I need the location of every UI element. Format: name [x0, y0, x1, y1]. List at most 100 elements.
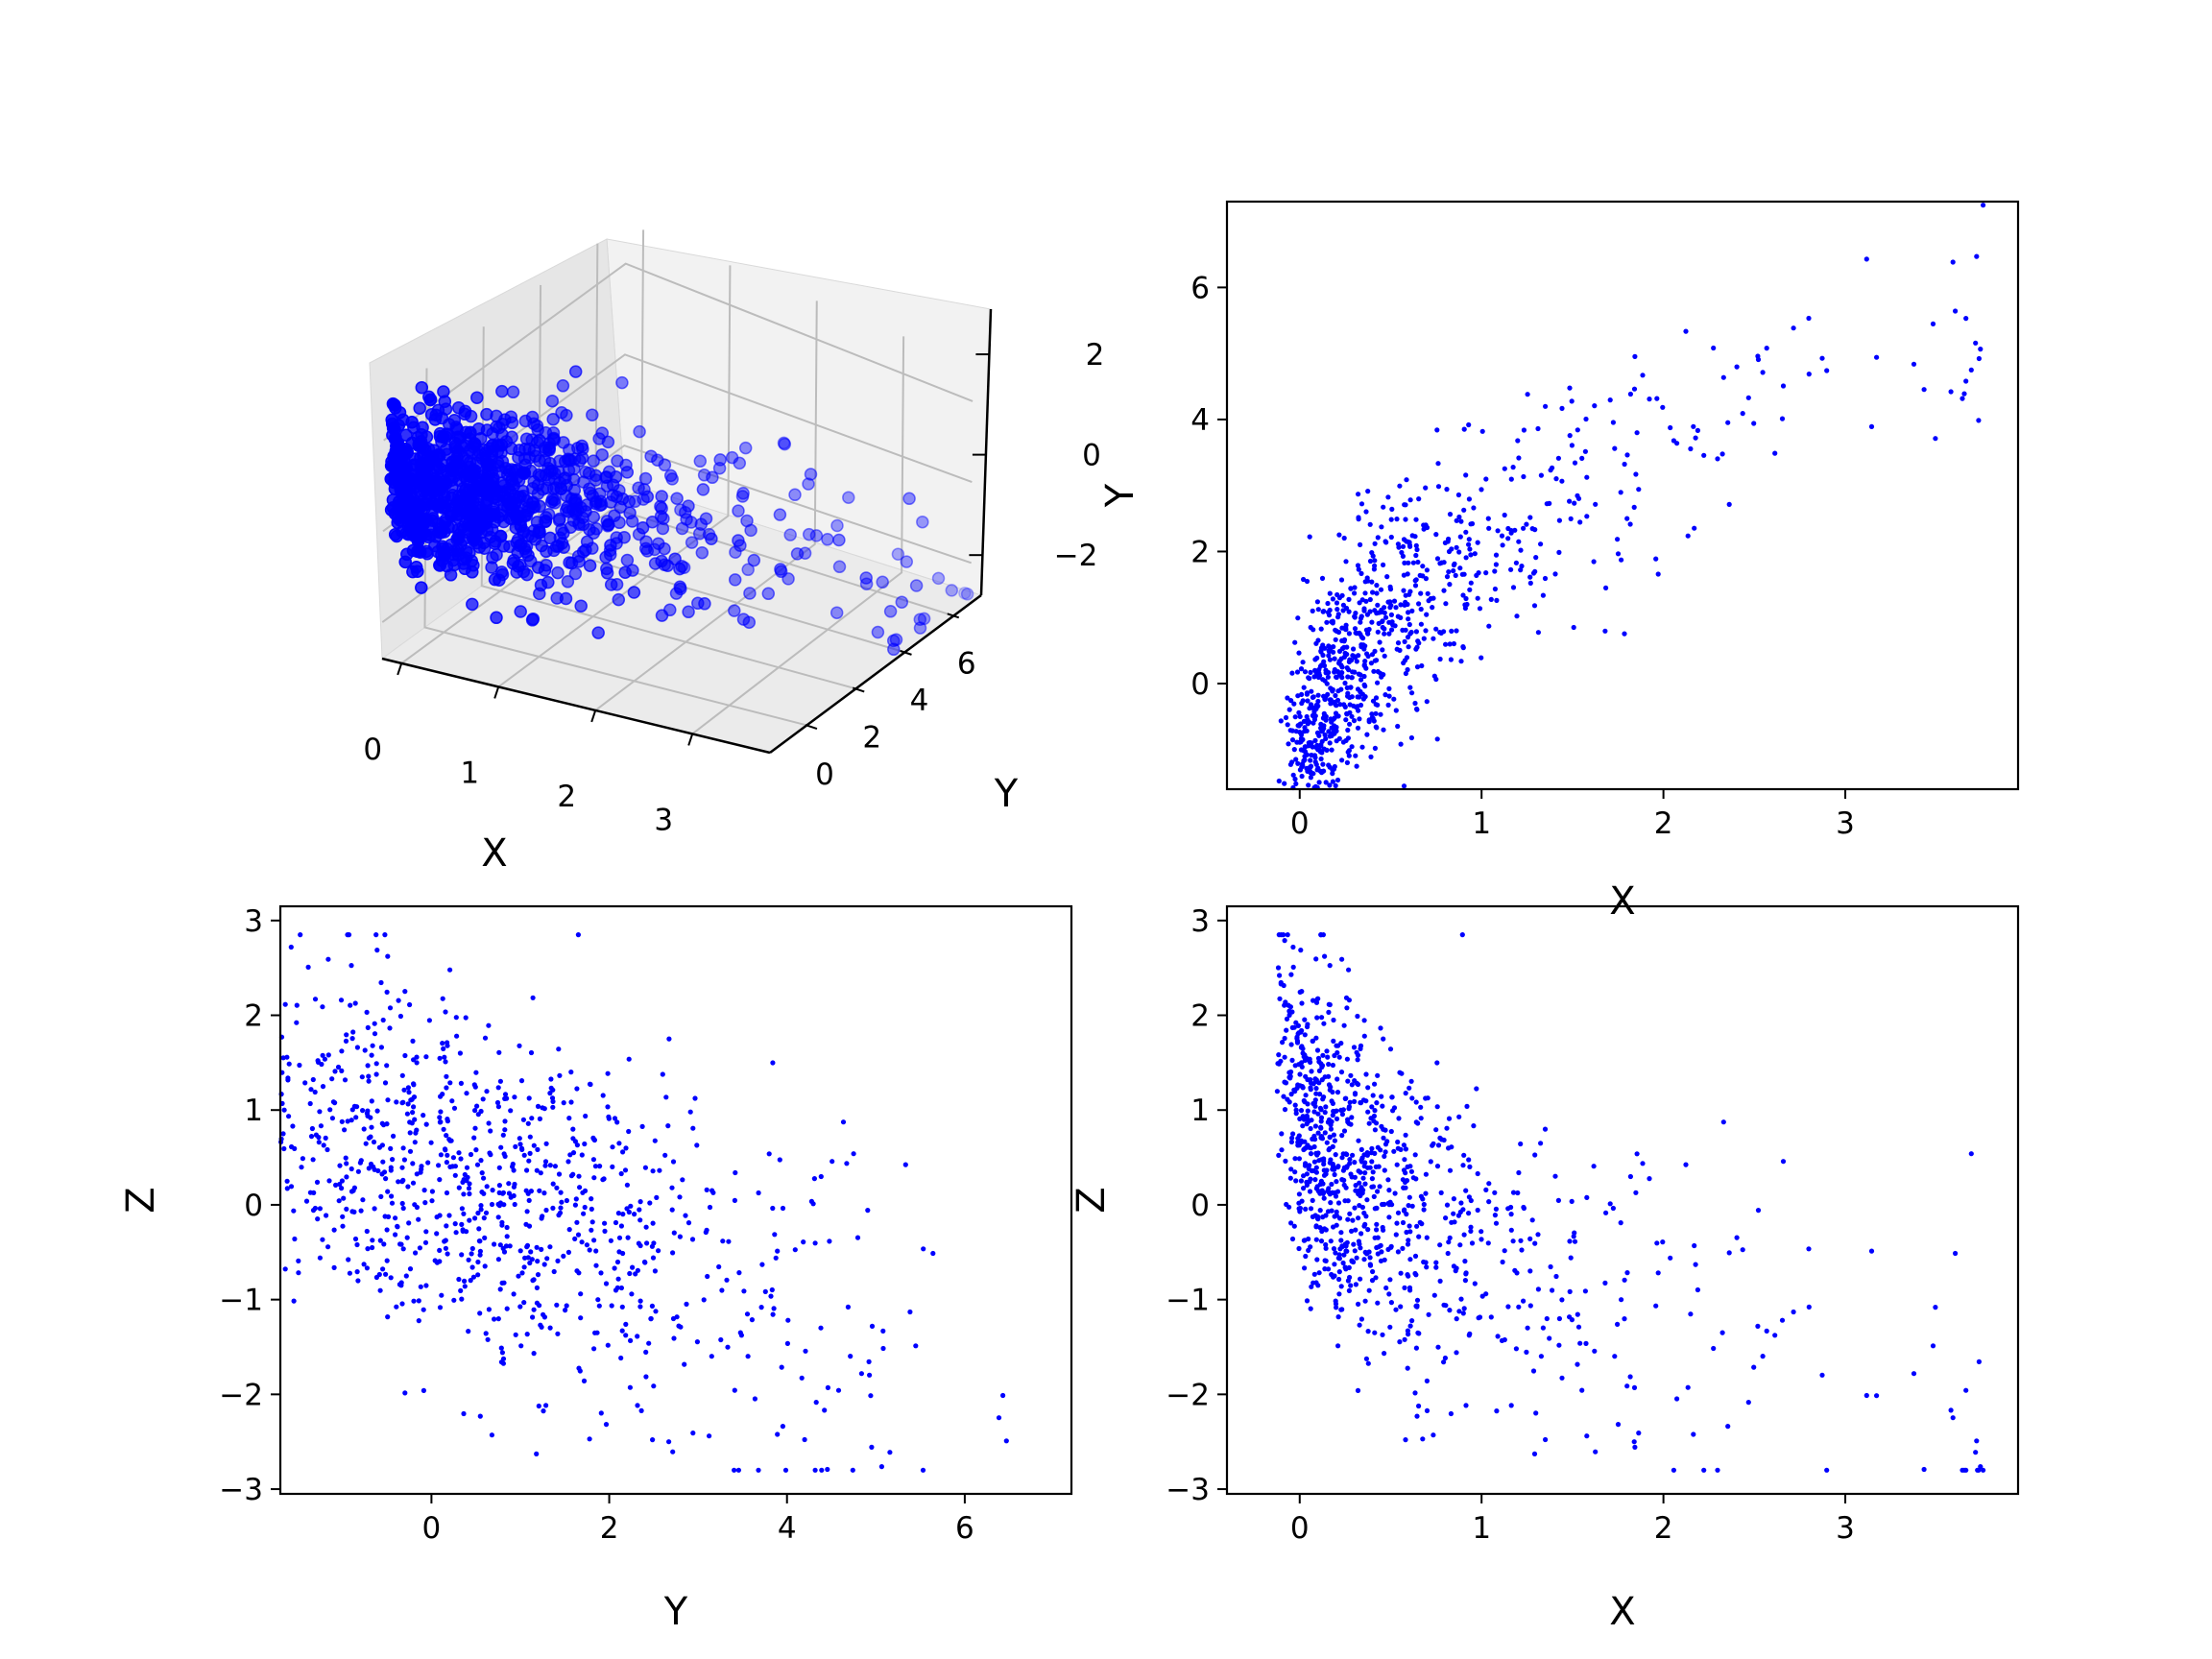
scatter-point: [780, 1205, 786, 1212]
scatter-point-3d: [589, 496, 603, 511]
scatter-point: [1362, 1170, 1368, 1176]
scatter-point: [1438, 630, 1444, 637]
scatter-point: [380, 1266, 386, 1272]
scatter-point: [557, 1210, 564, 1215]
scatter-point: [669, 1185, 675, 1190]
scatter-point: [472, 1215, 478, 1221]
scatter-point: [598, 1410, 604, 1416]
scatter-point: [1394, 517, 1400, 522]
x-tick-label: 1: [1472, 806, 1491, 841]
scatter-point: [1401, 1142, 1407, 1148]
scatter-point: [1685, 1384, 1691, 1390]
scatter-point: [365, 1108, 371, 1114]
scatter-point: [1441, 1302, 1447, 1308]
scatter-point: [1368, 754, 1374, 760]
scatter-point: [1508, 476, 1514, 482]
y-axis-line-3d: [769, 593, 982, 755]
scatter-point: [1403, 599, 1408, 605]
scatter-point: [1358, 1100, 1364, 1106]
scatter-point: [1317, 663, 1323, 669]
scatter-point: [635, 1334, 640, 1339]
scatter-point: [1516, 539, 1522, 544]
scatter-point: [1474, 1086, 1479, 1092]
scatter-point: [880, 1328, 886, 1334]
scatter-point: [1402, 1285, 1407, 1290]
scatter-point: [1282, 1054, 1287, 1060]
scatter-point: [458, 1156, 464, 1162]
scatter-point: [1415, 1330, 1421, 1335]
scatter-point: [1332, 669, 1337, 675]
scatter-point: [468, 1278, 473, 1284]
scatter-point: [1328, 1200, 1334, 1206]
scatter-point-3d: [488, 491, 501, 505]
scatter-point: [1359, 744, 1365, 750]
y-tick-label: 4: [1190, 403, 1210, 438]
scatter-point: [591, 1238, 597, 1243]
scatter-point: [464, 1165, 470, 1170]
scatter-point: [1369, 579, 1375, 585]
scatter-point: [1372, 1108, 1378, 1114]
scatter-point: [296, 1270, 301, 1276]
y-tick-label: −1: [219, 1284, 263, 1318]
scatter-point: [1624, 1383, 1630, 1389]
scatter-point: [450, 1155, 456, 1161]
scatter-point: [1322, 953, 1328, 959]
scatter-point: [1485, 516, 1491, 521]
scatter-point: [1382, 605, 1387, 611]
scatter-point: [1407, 1164, 1413, 1169]
scatter-point: [1319, 1077, 1325, 1083]
scatter-point: [412, 1140, 418, 1145]
scatter-point: [491, 1316, 497, 1322]
scatter-point: [506, 1190, 513, 1196]
scatter-point: [1346, 596, 1352, 603]
scatter-point: [437, 1115, 443, 1120]
scatter-point: [1325, 674, 1331, 680]
scatter-point: [1353, 1282, 1358, 1287]
scatter-point-3d: [821, 533, 834, 546]
scatter-point: [1287, 728, 1293, 733]
scatter-point: [1479, 655, 1484, 661]
scatter-point: [421, 1188, 427, 1193]
scatter-point: [1378, 1147, 1383, 1153]
scatter-point: [1382, 1257, 1387, 1262]
scatter-point: [1339, 646, 1345, 652]
scatter-point-3d: [546, 412, 560, 426]
scatter-point: [1413, 1345, 1419, 1351]
scatter-point: [519, 1270, 525, 1276]
scatter-point: [1424, 1235, 1430, 1240]
scatter-point: [1315, 1130, 1321, 1136]
scatter-point: [381, 1169, 388, 1175]
scatter-point: [1345, 693, 1351, 699]
scatter-point-3d: [488, 572, 502, 587]
scatter-point: [1313, 706, 1319, 711]
scatter-point: [490, 1188, 495, 1193]
scatter-point-3d: [414, 457, 428, 470]
scatter-point: [1321, 723, 1327, 729]
scatter-point: [1441, 1137, 1447, 1143]
scatter-point: [1556, 1342, 1562, 1348]
scatter-point: [1332, 1262, 1337, 1267]
scatter-point: [1309, 740, 1314, 746]
scatter-point: [590, 1135, 596, 1141]
scatter-point: [1607, 1201, 1613, 1207]
scatter-point-3d: [655, 609, 669, 622]
scatter-point: [525, 1120, 531, 1126]
scatter-point: [1296, 1200, 1302, 1206]
scatter-point: [1389, 506, 1395, 513]
scatter-point-3d: [497, 486, 512, 499]
y-tick-label-3d: 4: [910, 684, 929, 718]
scatter-point: [1341, 638, 1347, 644]
scatter-point: [1345, 727, 1351, 733]
scatter-point: [404, 1111, 410, 1117]
scatter-point: [508, 1108, 514, 1114]
scatter-point: [1354, 631, 1359, 637]
scatter-point: [1466, 421, 1472, 428]
scatter-point: [1340, 1151, 1346, 1157]
scatter-point: [542, 1159, 549, 1165]
scatter-point: [1342, 1095, 1348, 1101]
scatter-point: [1556, 517, 1562, 523]
scatter-point: [1329, 1271, 1334, 1278]
scatter-point: [423, 1283, 429, 1288]
scatter-point: [537, 1116, 543, 1121]
scatter-point: [1463, 472, 1469, 478]
